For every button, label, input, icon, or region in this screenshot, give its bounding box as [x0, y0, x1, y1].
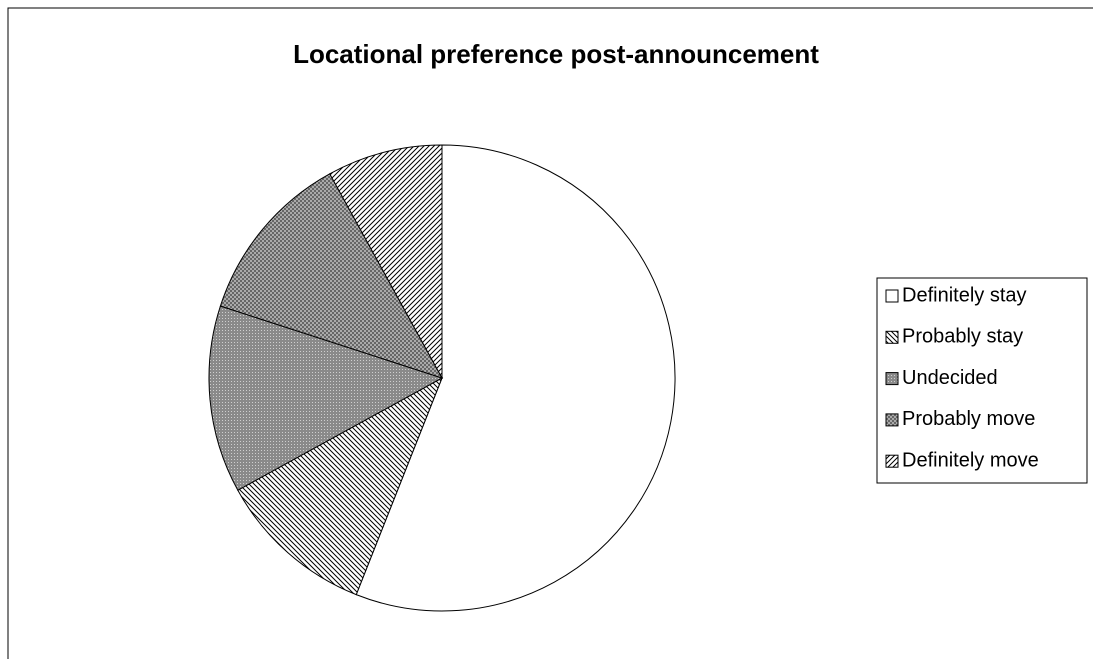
legend-label: Definitely move — [902, 449, 1039, 471]
legend-swatch — [885, 454, 899, 468]
legend-swatch — [885, 372, 899, 386]
legend-label: Probably move — [902, 408, 1035, 430]
legend — [876, 277, 1088, 484]
legend-label: Definitely stay — [902, 284, 1027, 306]
frame — [7, 7, 1093, 659]
pie-slice — [208, 305, 444, 491]
legend-swatch — [885, 413, 899, 427]
chart-title: Locational preference post-announcement — [293, 39, 819, 69]
pie-slice — [329, 144, 443, 379]
legend-swatch — [885, 330, 899, 344]
pie-slice — [219, 173, 444, 379]
legend-swatch — [885, 289, 899, 303]
legend-label: Undecided — [902, 367, 998, 389]
legend-label: Probably stay — [902, 326, 1023, 348]
pie-slice — [355, 144, 676, 612]
pie-slice — [237, 376, 443, 596]
